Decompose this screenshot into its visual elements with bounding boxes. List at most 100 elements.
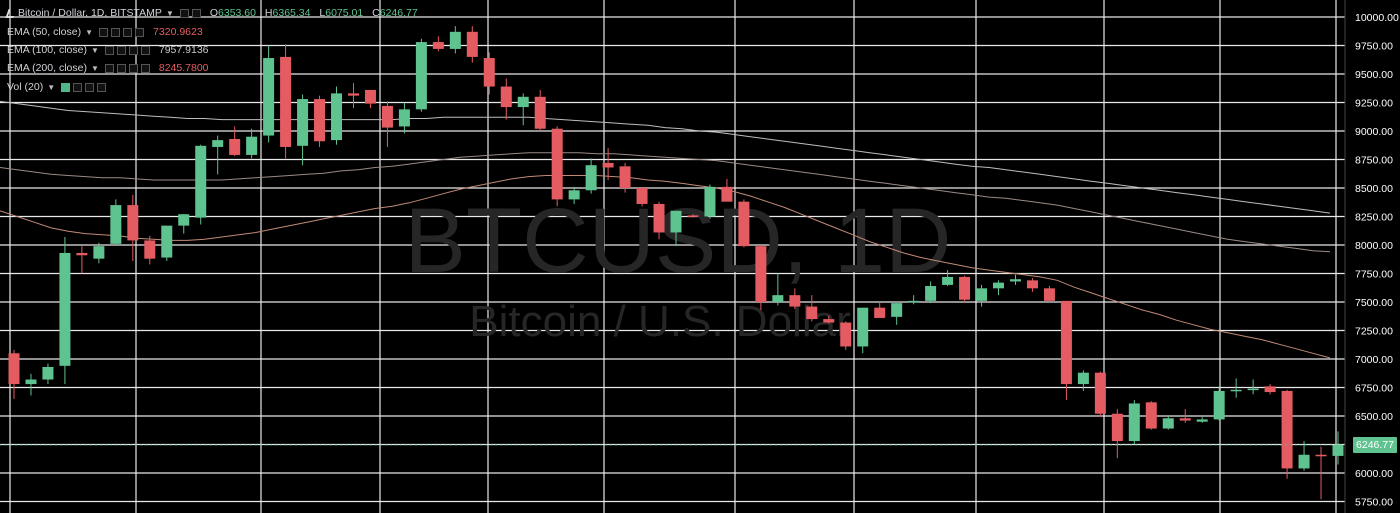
ema200-name[interactable]: EMA (200, close) <box>7 62 87 74</box>
add-icon[interactable] <box>85 82 95 92</box>
compare-icon[interactable] <box>191 8 201 18</box>
chevron-down-icon[interactable]: ▼ <box>165 8 174 18</box>
eye-icon[interactable] <box>61 82 71 92</box>
candle <box>8 349 20 399</box>
add-icon[interactable] <box>123 27 133 37</box>
legend-volume-row[interactable]: Vol (20) ▼ <box>7 79 115 95</box>
candle <box>653 201 665 240</box>
chart-type-icon[interactable] <box>5 8 17 18</box>
price-tick-label: 5750.00 <box>1355 497 1393 509</box>
add-icon[interactable] <box>128 45 138 55</box>
candle-body <box>636 188 648 204</box>
candle <box>161 225 173 261</box>
candle-body <box>840 322 852 347</box>
chevron-down-icon[interactable]: ▼ <box>90 63 99 73</box>
candle-body <box>1213 390 1225 420</box>
candle-body <box>1060 300 1072 385</box>
candle <box>1145 401 1157 430</box>
candle <box>925 281 937 304</box>
price-tick-label: 9000.00 <box>1355 126 1393 138</box>
eye-icon[interactable] <box>104 45 114 55</box>
price-tick-label: 8250.00 <box>1355 212 1393 224</box>
candle <box>721 178 733 202</box>
close-icon[interactable] <box>97 82 107 92</box>
chevron-down-icon[interactable]: ▼ <box>85 27 94 37</box>
close-icon[interactable] <box>140 45 150 55</box>
candle <box>347 83 359 109</box>
close-icon[interactable] <box>135 27 145 37</box>
ema50-name[interactable]: EMA (50, close) <box>7 26 82 38</box>
candle-body <box>1128 403 1140 442</box>
settings-icon[interactable] <box>111 27 121 37</box>
candle-body <box>891 303 903 317</box>
candle-body <box>263 58 275 136</box>
candle <box>331 86 343 145</box>
ema50-value: 7320.9623 <box>153 26 203 38</box>
candle-body <box>144 240 156 259</box>
volume-name[interactable]: Vol (20) <box>7 81 44 93</box>
ema200-value: 8245.7800 <box>158 62 209 74</box>
candle <box>942 270 954 287</box>
candle <box>840 321 852 350</box>
candle-body <box>551 128 563 200</box>
candle-body <box>789 295 801 307</box>
candle-body <box>364 89 376 104</box>
candle-body <box>1094 372 1106 414</box>
ohlc-low-key: L <box>319 7 326 19</box>
candle-body <box>76 252 88 256</box>
price-tick-label: 7750.00 <box>1355 269 1393 281</box>
close-icon[interactable] <box>140 63 150 73</box>
candle-body <box>229 138 241 155</box>
candle-body <box>738 201 750 247</box>
candle-body <box>161 225 173 258</box>
candle <box>280 44 292 159</box>
ema100-value: 7957.9136 <box>158 44 209 56</box>
ema100-name[interactable]: EMA (100, close) <box>7 44 87 56</box>
candle <box>76 246 88 274</box>
last-price-label: 6246.77 <box>1353 436 1397 453</box>
candle <box>1179 409 1191 423</box>
candle <box>1162 416 1174 430</box>
candle <box>449 26 461 54</box>
settings-icon[interactable] <box>116 45 126 55</box>
candle-body <box>1332 444 1344 456</box>
legend-ema100-row[interactable]: EMA (100, close) ▼ 7957.9136 <box>7 42 209 58</box>
settings-icon[interactable] <box>179 8 189 18</box>
settings-icon[interactable] <box>116 63 126 73</box>
candle-body <box>466 31 478 57</box>
candle <box>670 210 682 247</box>
candle-body <box>1298 454 1310 469</box>
ohlc-high-value: 6365.34 <box>272 7 311 19</box>
chevron-down-icon[interactable]: ▼ <box>90 45 99 55</box>
candle-body <box>534 96 546 129</box>
candle-body <box>517 96 529 108</box>
ohlc-close-key: C <box>372 7 380 19</box>
candle-body <box>483 58 495 87</box>
candle-body <box>42 366 54 380</box>
candle <box>500 78 512 120</box>
price-tick-label: 8500.00 <box>1355 183 1393 195</box>
candle-body <box>1026 280 1038 289</box>
legend-ema200-row[interactable]: EMA (200, close) ▼ 8245.7800 <box>7 60 209 76</box>
candle <box>1026 278 1038 292</box>
candle <box>806 295 818 322</box>
ohlc-high-key: H <box>264 7 273 19</box>
candlesticks <box>8 26 1344 500</box>
candle <box>1281 389 1293 479</box>
candle <box>1298 441 1310 471</box>
candle-body <box>806 306 818 320</box>
legend-ema50-row[interactable]: EMA (50, close) ▼ 7320.9623 <box>7 24 203 40</box>
eye-icon[interactable] <box>99 27 109 37</box>
legend-symbol-row[interactable]: Bitcoin / Dollar, 1D, BITSTAMP ▼ O6353.6… <box>5 5 418 21</box>
symbol-title[interactable]: Bitcoin / Dollar, 1D, BITSTAMP <box>18 7 162 19</box>
candle-body <box>687 215 699 217</box>
settings-icon[interactable] <box>73 82 83 92</box>
eye-icon[interactable] <box>104 63 114 73</box>
price-tick-label: 7000.00 <box>1355 354 1393 366</box>
ohlc-close-value: 6246.77 <box>379 7 418 19</box>
chevron-down-icon[interactable]: ▼ <box>47 82 56 92</box>
candle <box>25 373 37 396</box>
add-icon[interactable] <box>128 63 138 73</box>
